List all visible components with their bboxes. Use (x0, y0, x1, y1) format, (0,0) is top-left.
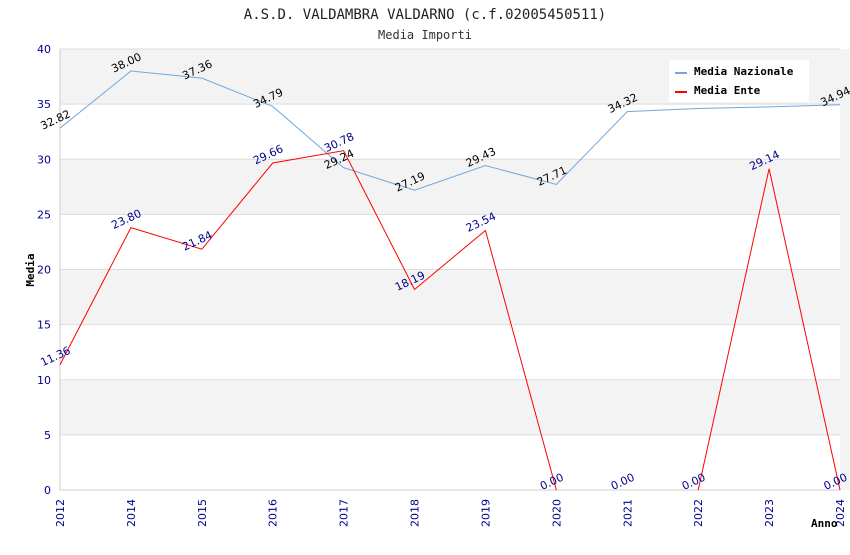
series-line-ente (59, 150, 557, 491)
x-tick-label: 2014 (125, 499, 138, 527)
x-axis-label: Anno (811, 517, 838, 530)
plot-right-margin (840, 49, 850, 490)
x-tick-label: 2018 (409, 499, 422, 527)
legend-box (669, 60, 809, 102)
y-tick-label: 25 (37, 208, 51, 221)
y-tick-labels: 0 5 10 15 20 25 30 35 40 (37, 43, 51, 497)
axes (59, 49, 840, 491)
legend-label-nazionale: Media Nazionale (694, 65, 794, 78)
y-tick-label: 10 (37, 374, 51, 387)
grid-band (60, 434, 840, 490)
y-axis-label: Media (24, 253, 37, 286)
x-tick-label: 2016 (267, 499, 280, 527)
y-tick-label: 40 (37, 43, 51, 56)
y-tick-label: 5 (44, 429, 51, 442)
series-line-nazionale (59, 70, 841, 191)
x-tick-label: 2020 (550, 499, 563, 527)
x-tick-label: 2021 (621, 499, 634, 527)
x-tick-label: 2022 (692, 499, 705, 527)
grid-band (60, 269, 840, 325)
y-tick-label: 0 (44, 484, 51, 497)
chart-subtitle: Media Importi (378, 28, 472, 42)
x-tick-label: 2012 (54, 499, 67, 527)
legend-label-ente: Media Ente (694, 84, 761, 97)
series-lines (59, 70, 841, 491)
y-tick-label: 35 (37, 98, 51, 111)
legend: Media Nazionale Media Ente (669, 60, 809, 102)
x-tick-label: 2017 (338, 499, 351, 527)
y-tick-label: 15 (37, 319, 51, 332)
x-tick-labels: 2012 2014 2015 2016 2017 2018 2019 2020 2021 2022… (54, 499, 847, 527)
series-line-ente (697, 168, 841, 491)
y-tick-label: 20 (37, 264, 51, 277)
x-tick-label: 2023 (763, 499, 776, 527)
y-tick-label: 30 (37, 153, 51, 166)
x-tick-label: 2019 (479, 499, 492, 527)
x-tick-label: 2015 (196, 499, 209, 527)
x-tick-label: 2024 (834, 499, 847, 527)
chart-title: A.S.D. VALDAMBRA VALDARNO (c.f.020054505… (244, 7, 606, 23)
grid-band (60, 104, 840, 160)
grid-band (60, 324, 840, 380)
grid-band (60, 159, 840, 215)
grid-band (60, 379, 840, 435)
